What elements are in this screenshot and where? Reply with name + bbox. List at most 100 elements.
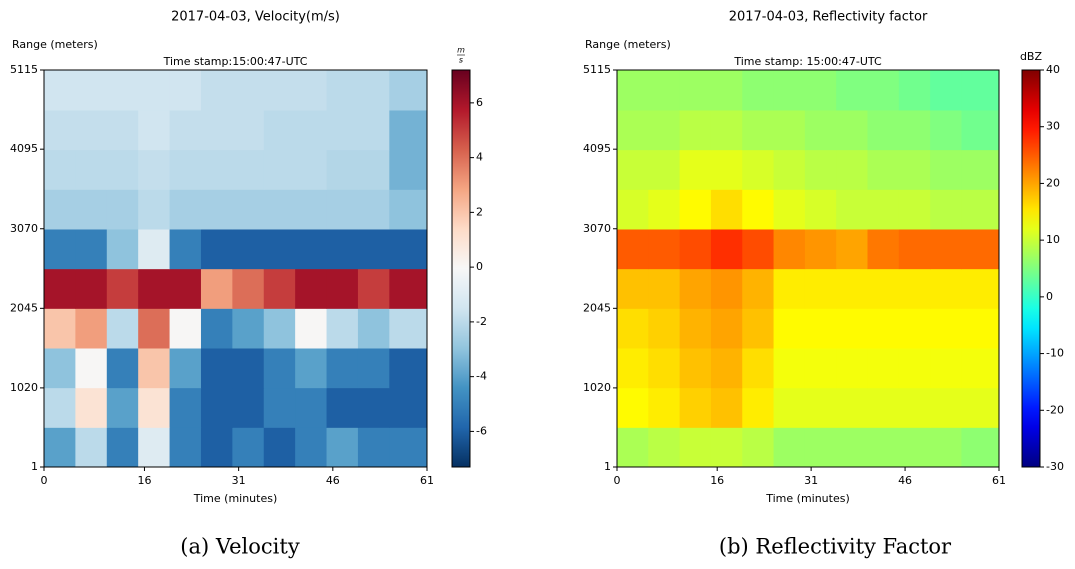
heatmap-cell bbox=[357, 109, 390, 151]
heatmap-cell bbox=[357, 427, 390, 468]
x-tick-label: 61 bbox=[992, 474, 1006, 487]
heatmap-cell bbox=[326, 347, 359, 389]
heatmap-cell bbox=[106, 189, 139, 230]
heatmap-cell bbox=[295, 308, 328, 349]
heatmap-cell bbox=[867, 347, 900, 389]
heatmap-cell bbox=[710, 347, 743, 389]
heatmap-cell bbox=[710, 308, 743, 349]
y-tick-label: 2045 bbox=[10, 301, 38, 314]
heatmap-cell bbox=[898, 228, 931, 270]
heatmap-cell bbox=[295, 149, 328, 190]
heatmap-cell bbox=[326, 268, 359, 309]
heatmap-cell bbox=[44, 70, 76, 111]
heatmap-cell bbox=[710, 427, 743, 468]
x-tick-label: 31 bbox=[804, 474, 818, 487]
heatmap-cell bbox=[867, 228, 900, 270]
heatmap-cell bbox=[75, 228, 108, 270]
heatmap-cell bbox=[106, 268, 139, 309]
y-tick-label: 1020 bbox=[583, 381, 611, 394]
colorbar bbox=[451, 69, 471, 468]
heatmap-cell bbox=[804, 70, 837, 111]
heatmap-cell bbox=[169, 387, 202, 428]
heatmap-cell bbox=[804, 268, 837, 309]
heatmap-cell bbox=[200, 347, 233, 389]
heatmap-cell bbox=[617, 70, 649, 111]
heatmap-cell bbox=[930, 228, 962, 270]
heatmap-cell bbox=[169, 149, 202, 190]
y-tick-label: 3070 bbox=[10, 222, 38, 235]
heatmap-cell bbox=[75, 109, 108, 151]
heatmap-cell bbox=[263, 308, 296, 349]
heatmap-cell bbox=[169, 109, 202, 151]
heatmap-cell bbox=[617, 149, 649, 190]
heatmap-cell bbox=[232, 268, 265, 309]
heatmap-cell bbox=[648, 228, 681, 270]
y-axis-label: Range (meters) bbox=[12, 38, 98, 51]
heatmap-cell bbox=[326, 308, 359, 349]
heatmap-cell bbox=[961, 347, 1000, 389]
heatmap-cell bbox=[773, 427, 806, 468]
heatmap-cell bbox=[138, 149, 171, 190]
heatmap-cell bbox=[169, 347, 202, 389]
heatmap-cell bbox=[961, 387, 1000, 428]
heatmap-cell bbox=[44, 387, 76, 428]
heatmap-cell bbox=[648, 308, 681, 349]
heatmap-cell bbox=[710, 228, 743, 270]
colorbar-tick-label: -2 bbox=[476, 315, 487, 328]
heatmap-cell bbox=[773, 308, 806, 349]
heatmap-cell bbox=[357, 149, 390, 190]
y-tick-label: 3070 bbox=[583, 222, 611, 235]
heatmap-cell bbox=[138, 347, 171, 389]
heatmap-cell bbox=[263, 387, 296, 428]
heatmap-cell bbox=[138, 268, 171, 309]
heatmap-cell bbox=[773, 347, 806, 389]
heatmap-cell bbox=[263, 347, 296, 389]
heatmap-cell bbox=[169, 70, 202, 111]
heatmap-cell bbox=[930, 347, 962, 389]
heatmap-cell bbox=[326, 228, 359, 270]
heatmap-cell bbox=[773, 387, 806, 428]
heatmap-cell bbox=[200, 149, 233, 190]
heatmap-cell bbox=[106, 228, 139, 270]
heatmap-cell bbox=[326, 387, 359, 428]
colorbar-tick-label: -20 bbox=[1046, 403, 1064, 416]
heatmap-cell bbox=[44, 109, 76, 151]
colorbar-unit-denominator: s bbox=[459, 56, 463, 65]
heatmap-cell bbox=[617, 189, 649, 230]
heatmap-cell bbox=[679, 427, 712, 468]
heatmap-cell bbox=[389, 70, 428, 111]
heatmap-cell bbox=[961, 268, 1000, 309]
heatmap-cell bbox=[232, 347, 265, 389]
heatmap-cell bbox=[357, 268, 390, 309]
heatmap-cell bbox=[617, 387, 649, 428]
heatmap-cell bbox=[169, 268, 202, 309]
heatmap-cell bbox=[961, 228, 1000, 270]
heatmap-cell bbox=[773, 268, 806, 309]
heatmap-cell bbox=[169, 308, 202, 349]
heatmap-cell bbox=[263, 427, 296, 468]
heatmap-cell bbox=[930, 308, 962, 349]
heatmap-cell bbox=[773, 109, 806, 151]
heatmap bbox=[44, 70, 428, 468]
heatmap-cell bbox=[75, 70, 108, 111]
heatmap-cell bbox=[648, 387, 681, 428]
y-tick-label: 5115 bbox=[583, 63, 611, 76]
heatmap-cell bbox=[679, 189, 712, 230]
heatmap-cell bbox=[389, 387, 428, 428]
heatmap-cell bbox=[357, 189, 390, 230]
heatmap-cell bbox=[898, 427, 931, 468]
heatmap-cell bbox=[804, 189, 837, 230]
heatmap-cell bbox=[742, 268, 775, 309]
heatmap-cell bbox=[232, 308, 265, 349]
colorbar-tick-label: -10 bbox=[1046, 347, 1064, 360]
heatmap-cell bbox=[617, 228, 649, 270]
heatmap-cell bbox=[200, 268, 233, 309]
heatmap-cell bbox=[648, 268, 681, 309]
heatmap-cell bbox=[138, 427, 171, 468]
heatmap-cell bbox=[263, 149, 296, 190]
colorbar-tick-label: -4 bbox=[476, 370, 487, 383]
colorbar-tick-label: 2 bbox=[476, 205, 483, 218]
heatmap-cell bbox=[836, 149, 868, 190]
heatmap-cell bbox=[75, 427, 108, 468]
heatmap-cell bbox=[679, 308, 712, 349]
